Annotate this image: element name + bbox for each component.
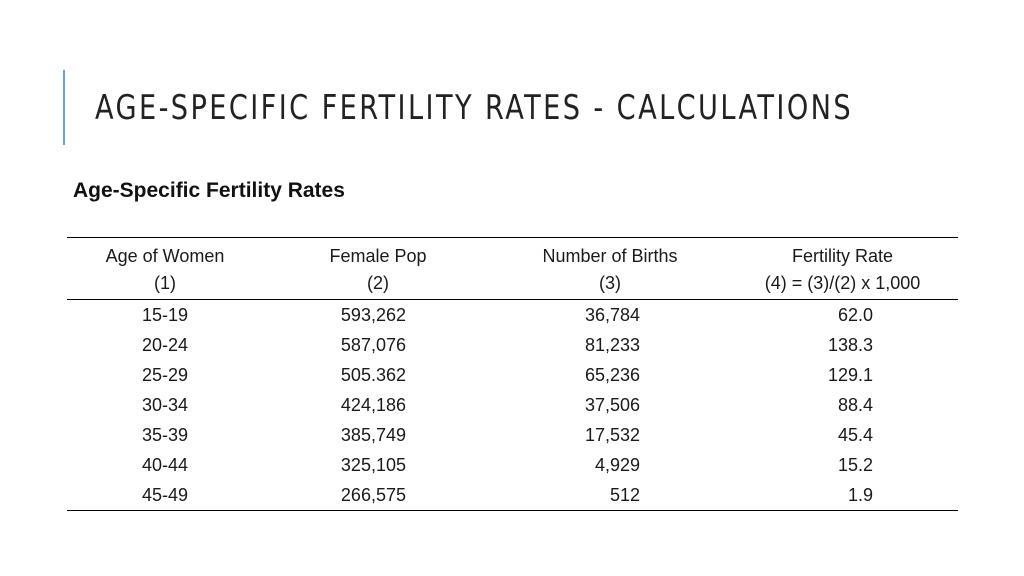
header-index-4-formula: (4) = (3)/(2) x 1,000: [727, 270, 958, 300]
cell-age: 35-39: [141, 425, 189, 445]
cell-fertility-rate: 88.4: [837, 395, 873, 415]
table-header: Age of Women Female Pop Number of Births…: [67, 237, 958, 300]
cell-female-pop: 424,186: [340, 395, 406, 415]
title-accent-bar: [63, 70, 65, 145]
cell-fertility-rate: 138.3: [827, 335, 873, 355]
cell-female-pop: 266,575: [263, 480, 493, 511]
cell-age: 20-24: [141, 335, 189, 355]
cell-age: 40-44: [141, 455, 189, 475]
table-row: 45-49 266,575 512 1.9: [67, 480, 958, 511]
header-fertility-rate: Fertility Rate: [727, 237, 958, 270]
header-label-row: Age of Women Female Pop Number of Births…: [67, 237, 958, 270]
table-body: 15-19 593,262 36,784 62.0 20-24 587,076 …: [67, 300, 958, 511]
cell-fertility-rate: 45.4: [837, 425, 873, 445]
cell-fertility-rate: 1.9: [727, 480, 958, 511]
fertility-rates-table: Age of Women Female Pop Number of Births…: [67, 237, 958, 511]
cell-age: 15-19: [141, 305, 189, 325]
cell-female-pop: 593,262: [340, 305, 406, 325]
cell-female-pop: 505.362: [340, 365, 406, 385]
cell-fertility-rate: 15.2: [837, 455, 873, 475]
cell-fertility-rate: 129.1: [827, 365, 873, 385]
header-index-3: (3): [493, 270, 727, 300]
header-female-pop: Female Pop: [263, 237, 493, 270]
cell-female-pop: 385,749: [340, 425, 406, 445]
table-row: 20-24 587,076 81,233 138.3: [67, 330, 958, 360]
header-index-2: (2): [263, 270, 493, 300]
section-heading: Age-Specific Fertility Rates: [73, 179, 345, 202]
header-index-1: (1): [67, 270, 263, 300]
header-index-row: (1) (2) (3) (4) = (3)/(2) x 1,000: [67, 270, 958, 300]
cell-age: 30-34: [141, 395, 189, 415]
cell-births: 65,236: [584, 365, 640, 385]
table-row: 15-19 593,262 36,784 62.0: [67, 300, 958, 331]
cell-births: 17,532: [584, 425, 640, 445]
table-row: 30-34 424,186 37,506 88.4: [67, 390, 958, 420]
table-row: 35-39 385,749 17,532 45.4: [67, 420, 958, 450]
table-row: 25-29 505.362 65,236 129.1: [67, 360, 958, 390]
header-number-of-births: Number of Births: [493, 237, 727, 270]
cell-births: 4,929: [594, 455, 640, 475]
table-row: 40-44 325,105 4,929 15.2: [67, 450, 958, 480]
slide-title: AGE-SPECIFIC FERTILITY RATES - CALCULATI…: [95, 88, 854, 128]
cell-age: 25-29: [141, 365, 189, 385]
cell-births: 36,784: [584, 305, 640, 325]
cell-female-pop: 587,076: [340, 335, 406, 355]
cell-age: 45-49: [67, 480, 263, 511]
cell-births: 512: [493, 480, 727, 511]
cell-female-pop: 325,105: [340, 455, 406, 475]
cell-fertility-rate: 62.0: [837, 305, 873, 325]
cell-births: 37,506: [584, 395, 640, 415]
header-age-of-women: Age of Women: [67, 237, 263, 270]
cell-births: 81,233: [584, 335, 640, 355]
